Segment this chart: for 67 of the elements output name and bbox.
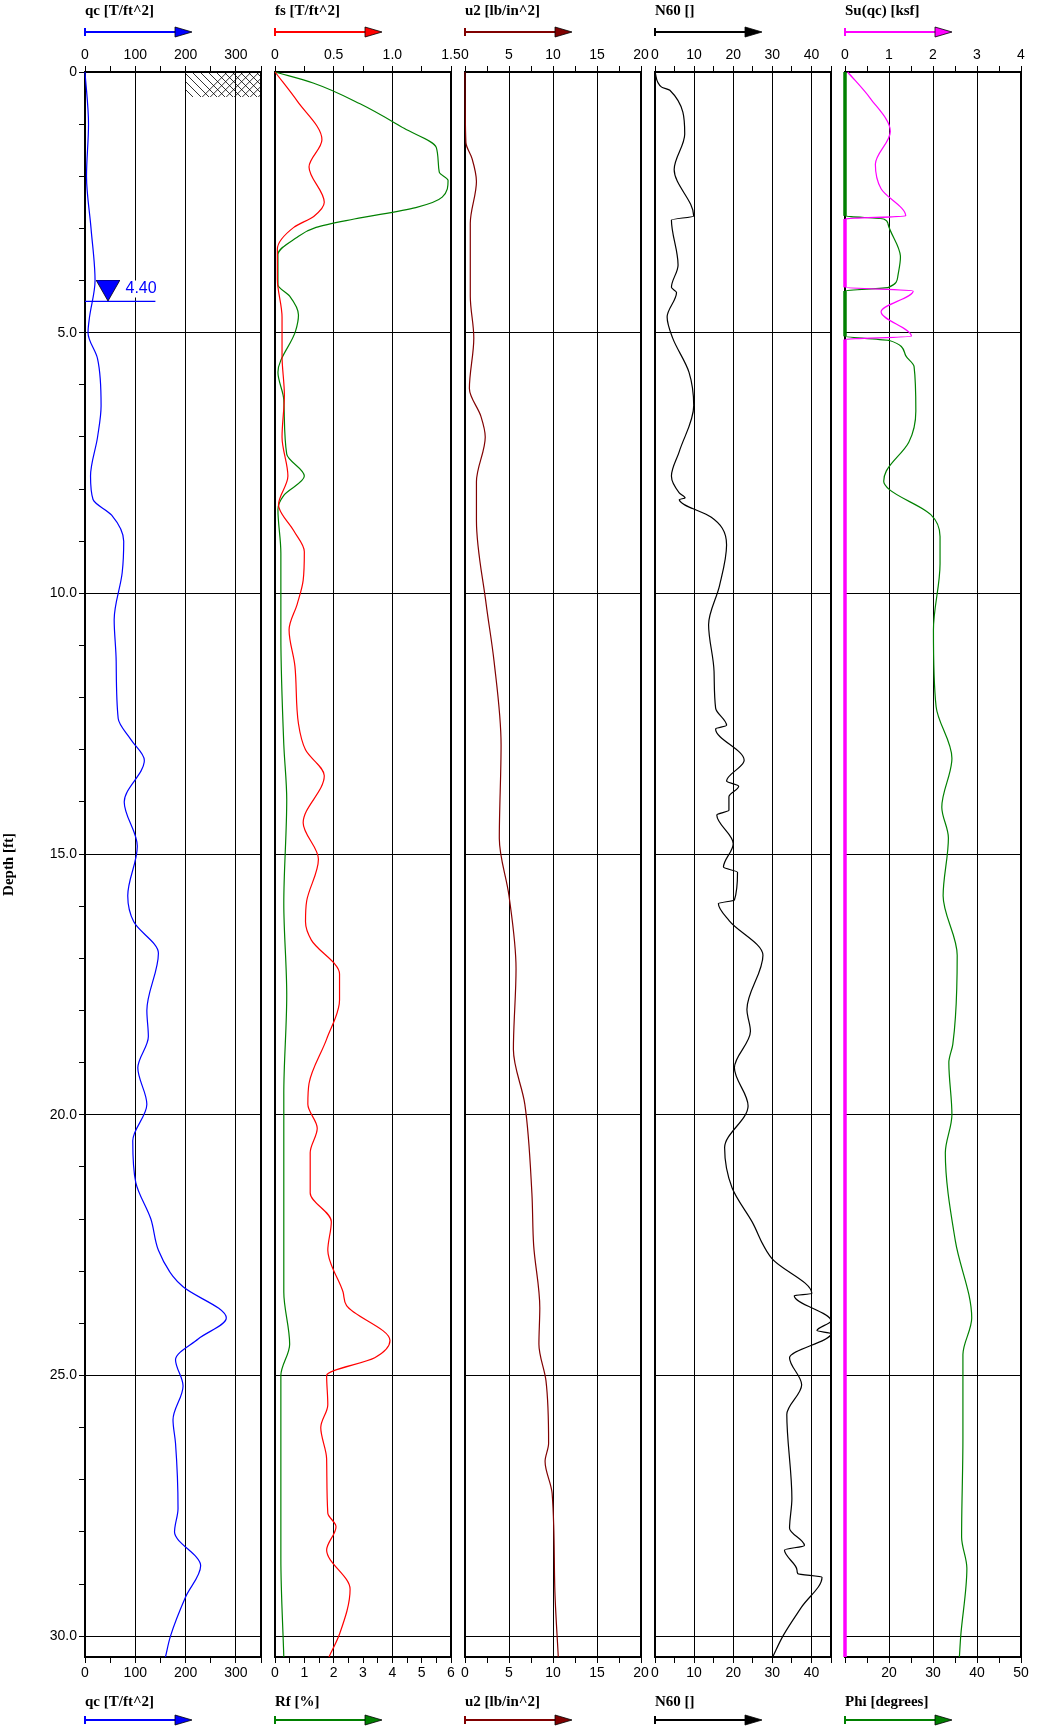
x-tick-label: 30 — [925, 1664, 941, 1681]
x2-tick-label: 100 — [123, 46, 148, 63]
x2-axis-title: qc [T/ft^2] — [85, 1, 155, 18]
x-tick-label: 20 — [881, 1664, 897, 1681]
legend-label: 4.40 — [125, 278, 157, 296]
x-tick-label: 0 — [461, 1664, 470, 1681]
x2-tick-label: 0 — [271, 46, 280, 63]
x-tick-label: 100 — [123, 1664, 148, 1681]
x2-axis-title: fs [T/ft^2] — [275, 1, 340, 18]
x-axis-title: Phi [degrees] — [845, 1692, 929, 1709]
y-tick-label: 20.0 — [49, 1105, 78, 1122]
x2-tick-label: 3 — [973, 46, 982, 63]
x2-tick-label: 1 — [885, 46, 894, 63]
x-tick-label: 10 — [545, 1664, 561, 1681]
x-tick-label: 6 — [447, 1664, 456, 1681]
x-tick-label: 300 — [224, 1664, 248, 1681]
x2-tick-label: 20 — [633, 46, 649, 63]
x-tick-label: 0 — [271, 1664, 280, 1681]
x-axis-title: N60 [] — [655, 1692, 695, 1709]
x-tick-label: 15 — [589, 1664, 605, 1681]
x-tick-label: 4 — [388, 1664, 397, 1681]
y-tick-label: 15.0 — [49, 844, 78, 861]
x2-axis-title: Su(qc) [ksf] — [845, 1, 920, 19]
x-tick-label: 40 — [803, 1664, 820, 1681]
x2-tick-label: 0 — [81, 46, 90, 63]
x2-tick-label: 2 — [929, 46, 938, 63]
x-tick-label: 5 — [417, 1664, 426, 1681]
x2-tick-label: 30 — [764, 46, 781, 63]
x-tick-label: 30 — [764, 1664, 781, 1681]
x-tick-label: 3 — [359, 1664, 368, 1681]
y-tick-label: 0 — [69, 62, 78, 79]
x2-tick-label: 10 — [545, 46, 561, 63]
x2-tick-label: 40 — [803, 46, 820, 63]
x2-tick-label: 0 — [841, 46, 850, 63]
x2-tick-label: 4 — [1017, 46, 1026, 63]
x2-tick-label: 5 — [505, 46, 514, 63]
y-tick-label: 30.0 — [49, 1627, 78, 1643]
x-axis-title: u2 [lb/in^2] — [465, 1692, 540, 1709]
x-tick-label: 40 — [969, 1664, 985, 1681]
x-tick-label: 0 — [651, 1664, 660, 1681]
x-axis-title: Rf [%] — [275, 1692, 320, 1709]
x-tick-label: 20 — [725, 1664, 742, 1681]
x-tick-label: 5 — [505, 1664, 514, 1681]
x-tick-label: 2 — [329, 1664, 338, 1681]
x2-tick-label: 1.5 — [441, 46, 461, 63]
x2-tick-label: 300 — [224, 46, 248, 63]
x-axis-title: qc [T/ft^2] — [85, 1692, 155, 1709]
y-tick-label: 5.0 — [57, 323, 78, 340]
x2-tick-label: 0 — [461, 46, 470, 63]
x-tick-label: 10 — [686, 1664, 703, 1681]
y-tick-label: 10.0 — [49, 584, 78, 601]
x-tick-label: 50 — [1013, 1664, 1029, 1681]
x-tick-label: 200 — [173, 1664, 198, 1681]
x2-tick-label: 10 — [686, 46, 703, 63]
x2-tick-label: 200 — [173, 46, 198, 63]
x2-tick-label: 15 — [589, 46, 605, 63]
x-tick-label: 0 — [81, 1664, 90, 1681]
x2-tick-label: 0.5 — [323, 46, 344, 63]
y-tick-label: 25.0 — [49, 1366, 78, 1383]
y-axis-title: Depth [ft] — [0, 833, 16, 896]
x2-axis-title: u2 [lb/in^2] — [465, 1, 540, 18]
x2-tick-label: 20 — [725, 46, 742, 63]
x-tick-label: 1 — [300, 1664, 309, 1681]
x2-axis-title: N60 [] — [655, 1, 695, 18]
x-tick-label: 20 — [633, 1664, 649, 1681]
x2-tick-label: 0 — [651, 46, 660, 63]
x2-tick-label: 1.0 — [382, 46, 403, 63]
